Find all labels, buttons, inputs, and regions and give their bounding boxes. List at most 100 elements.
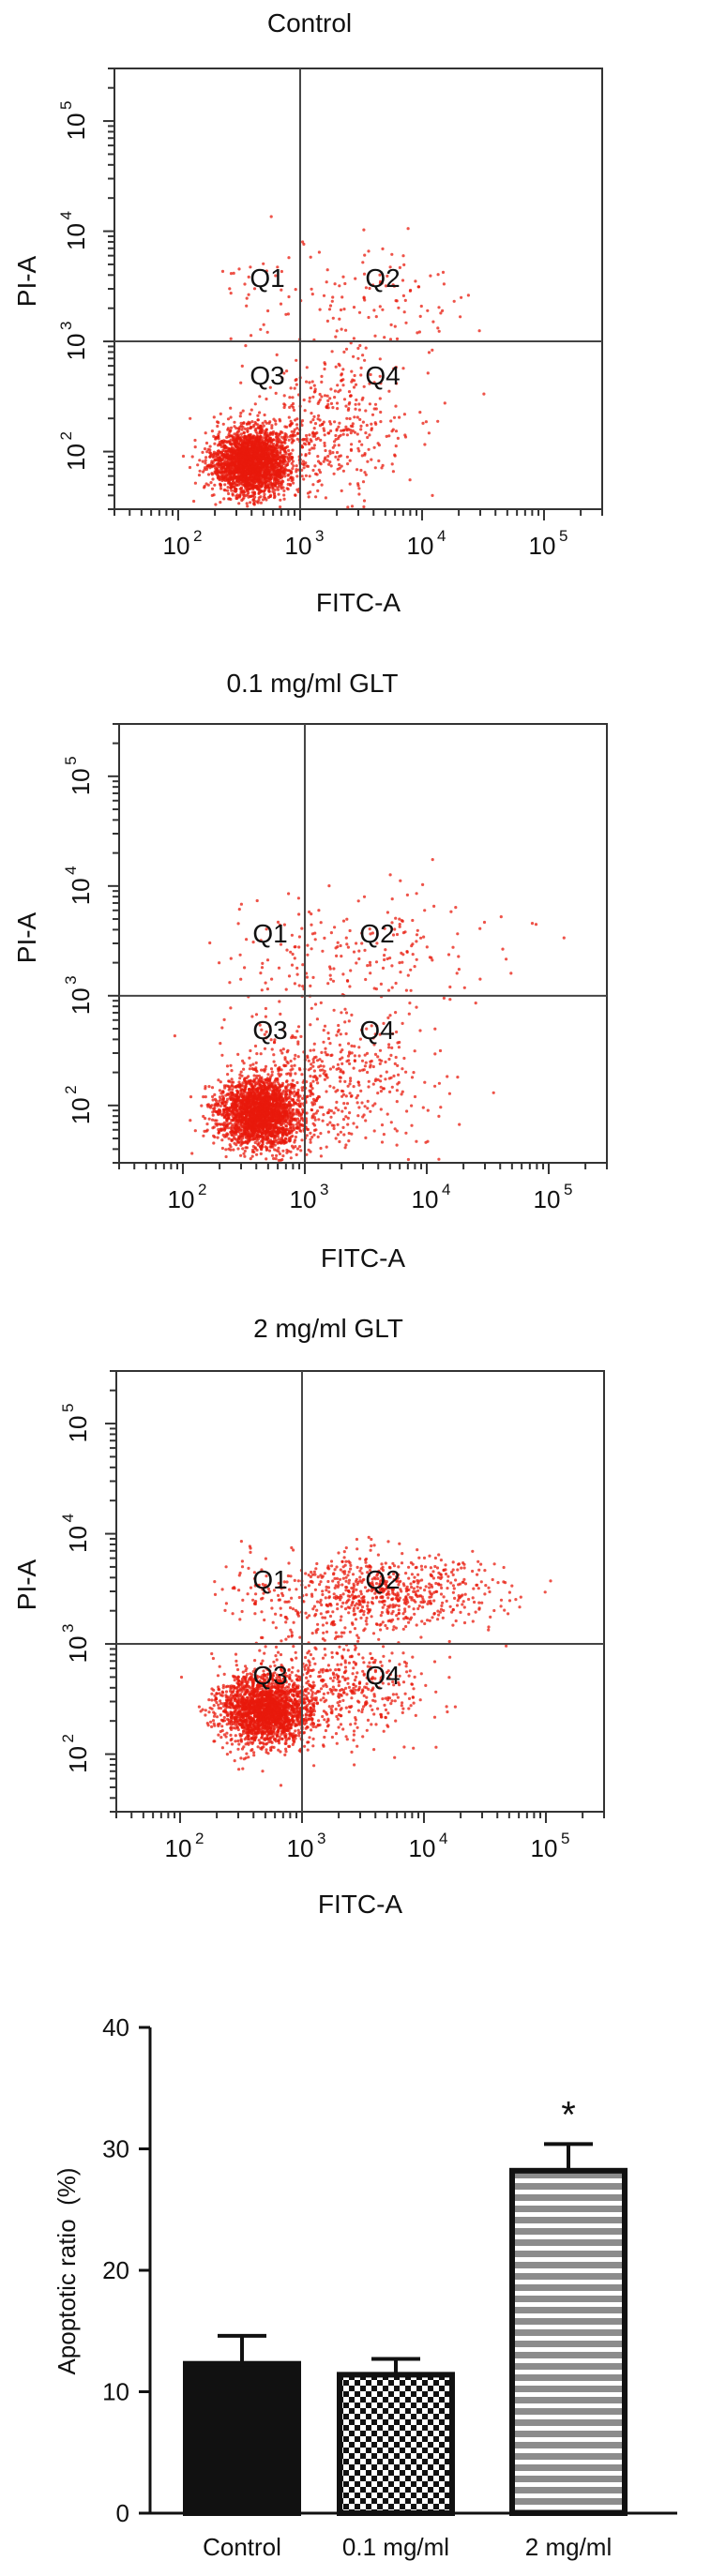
event-point <box>246 437 249 440</box>
event-point <box>261 485 264 488</box>
event-point <box>275 1138 278 1141</box>
event-point <box>294 1072 296 1075</box>
event-point <box>189 466 191 469</box>
event-point <box>219 459 221 461</box>
event-point <box>282 437 285 440</box>
event-point <box>294 387 296 390</box>
event-point <box>243 494 246 497</box>
event-point <box>258 395 261 398</box>
event-point <box>428 431 431 434</box>
event-point <box>211 488 214 490</box>
event-point <box>219 478 221 481</box>
event-point <box>390 324 393 326</box>
event-point <box>374 403 377 406</box>
event-point <box>232 455 234 458</box>
event-point <box>397 437 400 440</box>
event-point <box>211 473 214 475</box>
event-point <box>318 469 321 472</box>
y-tick-exponent: 3 <box>57 322 75 330</box>
event-point <box>287 256 290 259</box>
event-point <box>361 399 364 401</box>
event-point <box>394 405 397 408</box>
event-point <box>342 308 345 310</box>
event-point <box>253 463 256 466</box>
event-point <box>288 416 291 419</box>
event-point <box>249 413 251 415</box>
event-point <box>239 1129 242 1132</box>
event-point <box>250 409 253 412</box>
event-point <box>202 460 204 463</box>
event-point <box>205 450 208 453</box>
event-point <box>395 299 398 302</box>
event-point <box>379 305 382 308</box>
event-point <box>305 381 308 384</box>
event-point <box>239 465 242 468</box>
event-point <box>249 501 251 504</box>
event-point <box>338 284 340 287</box>
event-point <box>308 381 310 384</box>
event-point <box>221 469 224 472</box>
event-point <box>437 306 440 309</box>
event-point <box>315 431 318 434</box>
event-point <box>213 415 216 418</box>
event-point <box>349 394 352 397</box>
event-point <box>249 458 251 460</box>
event-point <box>318 250 321 253</box>
event-point <box>316 455 319 458</box>
event-point <box>301 445 304 448</box>
event-point <box>359 425 362 428</box>
event-point <box>327 431 330 434</box>
event-point <box>255 1153 258 1156</box>
event-point <box>439 311 442 314</box>
event-point <box>306 1095 309 1098</box>
event-point <box>356 447 359 450</box>
event-point <box>238 470 241 473</box>
event-point <box>349 483 352 486</box>
event-point <box>355 384 357 386</box>
event-point <box>214 464 217 467</box>
event-point <box>311 431 314 434</box>
event-point <box>230 338 233 340</box>
event-point <box>279 451 281 454</box>
event-point <box>257 447 260 450</box>
event-point <box>292 1111 295 1114</box>
event-point <box>266 440 269 443</box>
event-point <box>231 492 234 495</box>
event-point <box>312 415 315 418</box>
event-point <box>346 433 349 436</box>
event-point <box>223 461 226 464</box>
event-point <box>404 322 407 324</box>
event-point <box>354 374 356 377</box>
event-point <box>251 480 254 483</box>
event-point <box>312 446 315 449</box>
event-point <box>291 467 294 470</box>
event-point <box>234 1137 236 1140</box>
event-point <box>240 432 243 435</box>
event-point <box>282 456 285 459</box>
event-point <box>306 1134 309 1137</box>
event-point <box>214 438 217 441</box>
event-point <box>280 468 282 471</box>
event-point <box>271 1119 274 1122</box>
event-point <box>334 389 337 392</box>
event-point <box>386 435 388 438</box>
event-point <box>286 474 289 476</box>
event-point <box>332 317 335 320</box>
event-point <box>272 443 275 445</box>
event-point <box>401 254 404 257</box>
event-point <box>270 458 273 460</box>
event-point <box>285 426 288 429</box>
event-point <box>265 498 267 501</box>
event-point <box>293 409 295 412</box>
event-point <box>290 1156 293 1159</box>
event-point <box>290 1136 293 1138</box>
event-point <box>220 462 223 465</box>
event-point <box>241 460 244 463</box>
event-point <box>231 466 234 469</box>
event-point <box>295 1123 298 1126</box>
event-point <box>194 482 197 485</box>
event-point <box>221 1094 224 1097</box>
event-point <box>398 416 401 419</box>
event-point <box>404 435 407 438</box>
